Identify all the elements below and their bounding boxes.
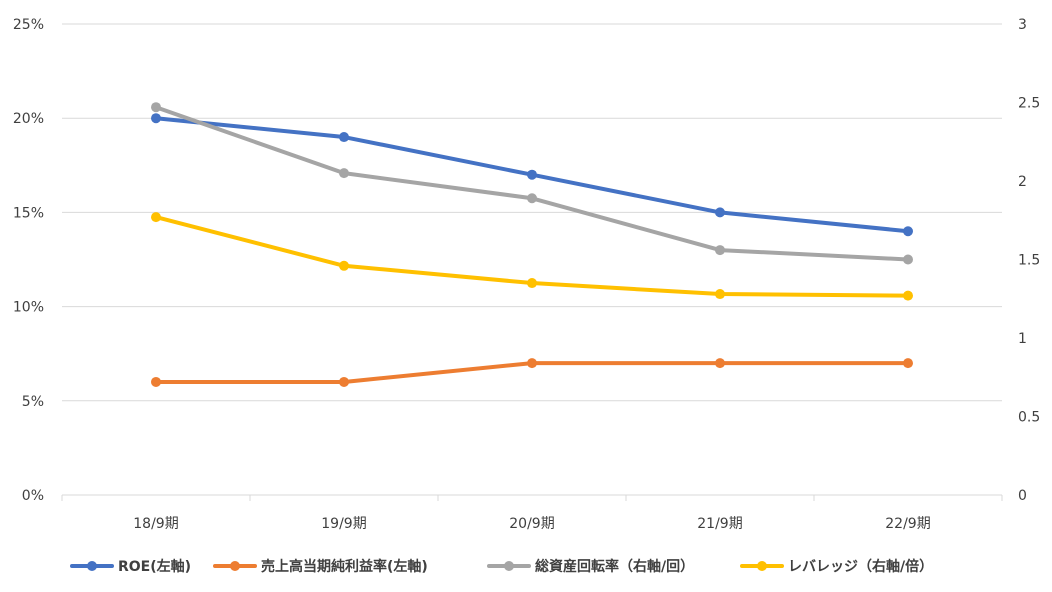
x-tick-label: 21/9期 <box>697 516 742 532</box>
x-tick-label: 20/9期 <box>509 516 554 532</box>
right-tick-label: 1.5 <box>1018 253 1040 269</box>
series-1-point <box>339 376 349 387</box>
left-y-axis: 0% 5% 10% 15% 20% 25% <box>13 17 44 504</box>
series-3-point <box>151 212 161 223</box>
legend: ROE(左軸) 売上高当期純利益率(左軸) 総資産回転率（右軸/回） レバレッジ（右軸… <box>70 558 933 575</box>
left-tick-label: 0% <box>22 488 44 504</box>
left-tick-label: 5% <box>22 394 44 410</box>
series-3-point <box>527 278 537 289</box>
right-tick-label: 2.5 <box>1018 96 1040 112</box>
series-3-point <box>903 290 913 301</box>
left-tick-label: 15% <box>13 205 44 221</box>
series-2-point <box>339 168 349 179</box>
left-tick-label: 10% <box>13 300 44 316</box>
series-1-point <box>527 358 537 369</box>
right-tick-label: 3 <box>1018 17 1027 33</box>
legend-label: 売上高当期純利益率(左軸) <box>261 558 428 575</box>
series-1-point <box>715 358 725 369</box>
series-2-point <box>527 193 537 204</box>
x-tick-label: 18/9期 <box>133 516 178 532</box>
series-0-point <box>903 226 913 237</box>
series-0-point <box>339 132 349 143</box>
series-0-point <box>527 169 537 180</box>
legend-label: レバレッジ（右軸/倍） <box>788 558 933 575</box>
right-tick-label: 2 <box>1018 174 1027 190</box>
legend-swatch-marker <box>757 561 767 571</box>
right-tick-label: 0 <box>1018 488 1027 504</box>
series-group <box>151 102 913 387</box>
legend-swatch-marker <box>504 561 514 571</box>
series-3-point <box>339 260 349 271</box>
series-1-point <box>151 376 161 387</box>
legend-label: ROE(左軸) <box>118 558 191 575</box>
legend-swatch-marker <box>87 561 97 571</box>
left-tick-label: 20% <box>13 111 44 127</box>
right-tick-label: 0.5 <box>1018 410 1040 426</box>
x-axis: 18/9期 19/9期 20/9期 21/9期 22/9期 <box>61 494 1003 532</box>
series-0-point <box>151 113 161 124</box>
legend-label: 総資産回転率（右軸/回） <box>535 558 694 575</box>
series-2-point <box>715 245 725 256</box>
series-2-point <box>903 254 913 265</box>
series-0-point <box>715 207 725 218</box>
left-tick-label: 25% <box>13 17 44 33</box>
x-tick-label: 19/9期 <box>321 516 366 532</box>
x-tick-label: 22/9期 <box>885 516 930 532</box>
series-2-point <box>151 102 161 113</box>
right-tick-label: 1 <box>1018 331 1027 347</box>
legend-swatch-marker <box>230 561 240 571</box>
right-y-axis: 0 0.5 1 1.5 2 2.5 3 <box>1018 17 1040 504</box>
series-1-point <box>903 358 913 369</box>
series-3-point <box>715 289 725 300</box>
